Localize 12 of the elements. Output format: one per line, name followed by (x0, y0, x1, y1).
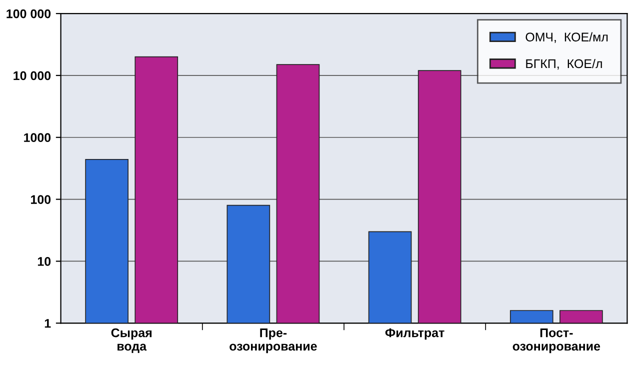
x-tick-label: Пост- озонирование (512, 328, 600, 354)
x-tick-label: Пре- озонирование (230, 328, 317, 354)
y-tick-label: 100 (31, 195, 51, 204)
legend-label: ОМЧ, КОЕ/мл (526, 32, 608, 43)
y-tick-label: 1 (44, 319, 51, 328)
x-tick-label: Сырая вода (111, 328, 152, 354)
y-tick-label: 1000 (24, 133, 51, 142)
x-tick-label: Фильтрат (385, 328, 444, 340)
y-tick-label: 10 000 (14, 71, 51, 80)
legend-label: БГКП, КОЕ/л (526, 58, 602, 70)
y-tick-label: 100 000 (6, 9, 51, 18)
y-tick-label: 10 (38, 257, 51, 266)
